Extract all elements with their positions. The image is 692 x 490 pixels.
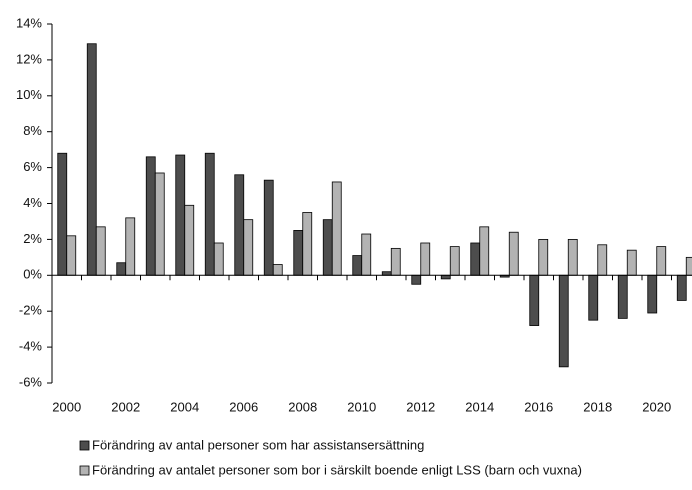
bar <box>66 235 77 276</box>
x-tick-label: 2008 <box>288 399 317 414</box>
bar <box>538 238 549 276</box>
legend-label: Förändring av antalet personer som bor i… <box>92 462 582 477</box>
bar <box>597 244 608 276</box>
y-tick-label: 12% <box>16 51 42 66</box>
y-tick-label: 4% <box>23 195 42 210</box>
y-tick-label: 0% <box>23 267 42 282</box>
bar <box>95 226 106 276</box>
bar <box>272 264 283 276</box>
bar <box>676 274 687 301</box>
bar <box>116 262 127 276</box>
bar <box>293 230 304 276</box>
y-tick-label: -2% <box>19 303 43 318</box>
bar <box>243 219 254 276</box>
x-tick-label: 2002 <box>111 399 140 414</box>
x-tick-label: 2014 <box>465 399 494 414</box>
bar <box>263 179 274 276</box>
bar <box>361 233 372 276</box>
bar <box>647 274 658 314</box>
bar <box>302 212 313 276</box>
bar <box>626 249 637 276</box>
y-tick-label: 6% <box>23 159 42 174</box>
y-tick-label: 2% <box>23 231 42 246</box>
bar <box>213 242 224 276</box>
legend-label: Förändring av antal personer som har ass… <box>92 437 424 452</box>
bar <box>588 274 599 321</box>
x-tick-label: 2006 <box>229 399 258 414</box>
bar <box>567 238 578 276</box>
bar <box>57 152 68 276</box>
x-tick-label: 2010 <box>347 399 376 414</box>
bar <box>154 172 165 276</box>
bar <box>175 154 186 276</box>
bar <box>204 152 215 276</box>
bar <box>234 174 245 276</box>
bar <box>449 246 460 276</box>
x-tick-label: 2020 <box>642 399 671 414</box>
legend-swatch <box>79 440 90 451</box>
legend-swatch <box>79 465 90 476</box>
bar <box>420 242 431 276</box>
x-tick-label: 2016 <box>524 399 553 414</box>
x-tick-label: 2012 <box>406 399 435 414</box>
bar <box>558 274 569 368</box>
bar <box>145 156 156 276</box>
x-tick-label: 2000 <box>52 399 81 414</box>
bar <box>352 255 363 276</box>
y-tick-label: 10% <box>16 87 42 102</box>
bar <box>440 274 451 280</box>
y-tick-label: -4% <box>19 339 43 354</box>
bar <box>322 219 333 276</box>
y-tick-label: -6% <box>19 374 43 389</box>
bar <box>184 204 195 276</box>
bar <box>411 274 422 285</box>
y-tick-label: 14% <box>16 15 42 30</box>
bar <box>508 231 519 276</box>
bar <box>125 217 136 276</box>
bar <box>470 242 481 276</box>
x-tick-label: 2004 <box>170 399 199 414</box>
bar <box>86 43 97 276</box>
x-tick-label: 2018 <box>583 399 612 414</box>
bar <box>656 246 667 276</box>
bar <box>685 256 692 276</box>
bar <box>529 274 540 326</box>
bar <box>331 181 342 276</box>
y-tick-label: 8% <box>23 123 42 138</box>
bar <box>390 247 401 276</box>
bar <box>617 274 628 319</box>
bar <box>381 271 392 276</box>
bar <box>479 226 490 276</box>
